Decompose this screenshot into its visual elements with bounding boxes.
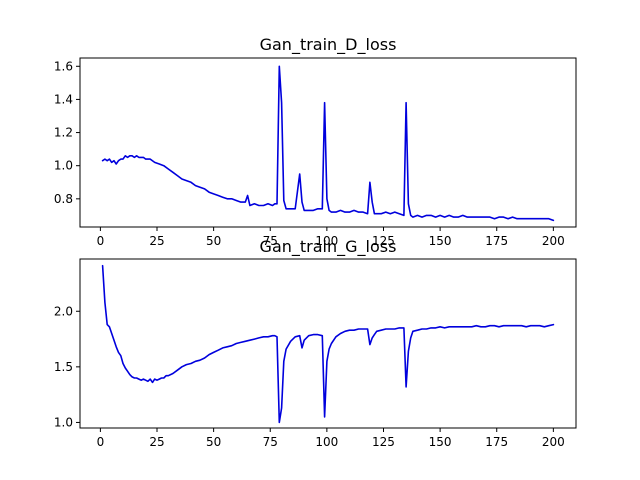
g-loss-axes-frame: [79, 258, 577, 429]
d-loss-x-tick-label: 200: [542, 234, 565, 248]
d-loss-x-tick-label: 100: [315, 234, 338, 248]
d-loss-y-tick-label: 1.0: [54, 159, 73, 173]
d-loss-x-tick-label: 125: [372, 234, 395, 248]
g-loss-series-line: [101, 264, 555, 424]
g-loss-x-tick-label: 125: [372, 435, 395, 449]
g-loss-x-tick-label: 50: [206, 435, 221, 449]
d-loss-x-tick-label: 175: [485, 234, 508, 248]
d-loss-x-ticks: 0 25 50 75 100 125 150 175 200: [97, 227, 565, 248]
g-loss-x-tick-label: 200: [542, 435, 565, 449]
d-loss-x-tick-label: 75: [263, 234, 278, 248]
g-loss-x-tick-label: 0: [97, 435, 105, 449]
g-loss-x-tick-label: 100: [315, 435, 338, 449]
d-loss-axes-frame: [79, 57, 577, 228]
g-loss-y-tick-label: 1.5: [54, 360, 73, 374]
d-loss-x-tick-label: 50: [206, 234, 221, 248]
g-loss-x-tick-label: 75: [263, 435, 278, 449]
d-loss-subplot: Gan_train_D_loss 0 25 50 75 100 125 150 175 200 …: [54, 35, 577, 248]
d-loss-y-tick-label: 0.8: [54, 192, 73, 206]
d-loss-y-ticks: 0.8 1.0 1.2 1.4 1.6: [54, 59, 80, 206]
d-loss-y-tick-label: 1.2: [54, 126, 73, 140]
g-loss-y-ticks: 1.0 1.5 2.0: [54, 304, 80, 429]
g-loss-y-tick-label: 1.0: [54, 415, 73, 429]
g-loss-x-tick-label: 150: [429, 435, 452, 449]
d-loss-series-line: [101, 65, 555, 222]
d-loss-x-tick-label: 25: [149, 234, 164, 248]
g-loss-x-tick-label: 25: [149, 435, 164, 449]
g-loss-title: Gan_train_G_loss: [260, 237, 397, 257]
g-loss-y-tick-label: 2.0: [54, 304, 73, 318]
d-loss-title: Gan_train_D_loss: [260, 35, 397, 55]
g-loss-x-tick-label: 175: [485, 435, 508, 449]
d-loss-x-tick-label: 0: [97, 234, 105, 248]
d-loss-y-tick-label: 1.6: [54, 59, 73, 73]
g-loss-x-ticks: 0 25 50 75 100 125 150 175 200: [97, 428, 565, 449]
d-loss-x-tick-label: 150: [429, 234, 452, 248]
d-loss-y-tick-label: 1.4: [54, 92, 73, 106]
g-loss-subplot: Gan_train_G_loss 0 25 50 75 100 125 150 175 200 …: [54, 237, 577, 449]
